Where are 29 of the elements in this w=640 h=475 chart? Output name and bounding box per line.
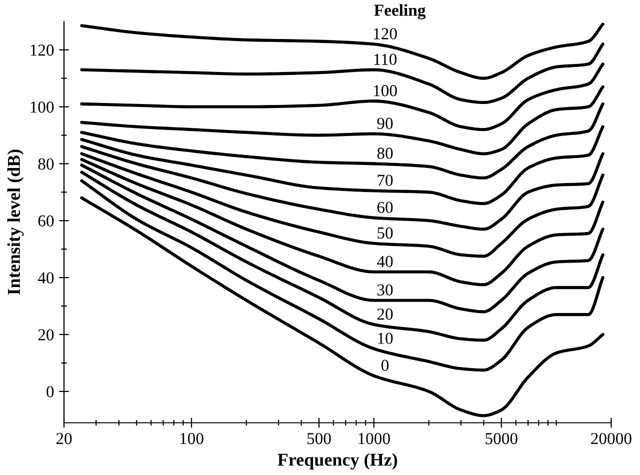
- x-tick-label: 20000: [591, 432, 632, 444]
- y-axis-title: Intensity level (dB): [7, 150, 24, 295]
- series-label: 60: [377, 202, 393, 214]
- series-label: 40: [376, 256, 393, 268]
- series-label: 100: [374, 85, 397, 96]
- x-tick-label: 100: [180, 432, 204, 444]
- y-tick-label: 80: [38, 158, 54, 170]
- series-label: 0: [381, 360, 389, 372]
- text: Feeling: [374, 4, 426, 20]
- series-label: 120: [374, 28, 397, 40]
- y-tick-label: 100: [30, 101, 54, 113]
- y-tick-label: 0: [46, 386, 54, 398]
- x-tick-label: 500: [307, 432, 331, 444]
- y-tick-label: 20: [38, 329, 54, 340]
- y-tick-label: 40: [38, 272, 54, 284]
- x-tick-label: 5000: [486, 432, 518, 444]
- series-label: 20: [377, 308, 393, 320]
- series-label: 10: [378, 332, 393, 344]
- y-tick-label: 60: [38, 215, 54, 227]
- series-label: 90: [377, 118, 393, 130]
- series-label: 110: [374, 54, 397, 65]
- series-label: 70: [378, 174, 393, 186]
- y-tick-label: 120: [30, 44, 54, 56]
- x-tick-label: 1000: [358, 432, 390, 444]
- x-axis-title: Frequency (Hz): [278, 453, 398, 470]
- series-label: 30: [377, 284, 393, 296]
- series-label: 50: [378, 227, 393, 239]
- x-tick-label: 20: [56, 432, 72, 444]
- series-label: 80: [377, 148, 393, 159]
